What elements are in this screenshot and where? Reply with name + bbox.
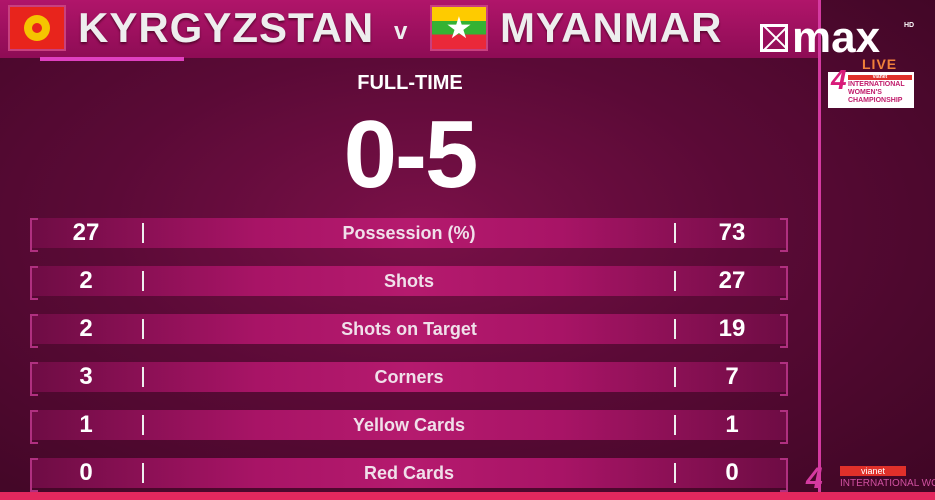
header-accent-line xyxy=(40,57,184,61)
separator xyxy=(142,415,144,435)
away-stat-value: 7 xyxy=(725,363,739,390)
stat-label: Red Cards xyxy=(363,462,455,483)
separator xyxy=(142,319,144,339)
final-score: 0-5 xyxy=(343,101,479,208)
separator xyxy=(674,463,676,483)
home-stat-value: 27 xyxy=(72,219,100,246)
away-stat-value: 1 xyxy=(725,411,739,438)
stat-label: Shots on Target xyxy=(341,318,477,339)
stat-row: 2 Shots on Target 19 xyxy=(30,314,788,348)
live-label: LIVE xyxy=(862,56,898,72)
stat-label: Possession (%) xyxy=(342,222,476,243)
away-team-name: MYANMAR xyxy=(500,4,723,51)
four-logo-icon: 4 xyxy=(831,64,847,95)
hd-label: HD xyxy=(904,22,915,29)
separator xyxy=(674,367,676,387)
away-stat-value: 19 xyxy=(718,315,746,342)
home-stat-value: 0 xyxy=(79,459,93,486)
home-team-name: KYRGYZSTAN xyxy=(78,4,375,51)
stat-label: Corners xyxy=(374,366,444,387)
myanmar-flag-icon: ★ xyxy=(430,5,488,51)
away-stat-value: 0 xyxy=(725,459,739,486)
separator xyxy=(674,223,676,243)
stat-label: Shots xyxy=(383,270,434,291)
separator xyxy=(142,271,144,291)
max-box-icon xyxy=(760,24,788,52)
stat-row: 27 Possession (%) 73 xyxy=(30,218,788,252)
bottom-bar xyxy=(0,492,935,500)
divider-line xyxy=(818,0,821,500)
max-logo: max xyxy=(760,16,880,60)
away-stat-value: 27 xyxy=(718,267,746,294)
match-status: FULL-TIME xyxy=(357,72,463,94)
kyrgyzstan-flag-icon xyxy=(8,5,66,51)
four-logo-icon: 4 xyxy=(806,462,823,495)
stat-row: 3 Corners 7 xyxy=(30,362,788,396)
home-stat-value: 3 xyxy=(79,363,93,390)
separator xyxy=(142,223,144,243)
separator xyxy=(674,271,676,291)
versus-label: v xyxy=(394,18,408,45)
stat-row: 0 Red Cards 0 xyxy=(30,458,788,492)
separator xyxy=(142,367,144,387)
stat-label: Yellow Cards xyxy=(352,414,466,435)
stat-row: 2 Shots 27 xyxy=(30,266,788,300)
scoreboard-header: KYRGYZSTAN v ★ MYANMAR xyxy=(0,0,820,58)
away-stat-value: 73 xyxy=(718,219,746,246)
separator xyxy=(674,319,676,339)
stat-row: 1 Yellow Cards 1 xyxy=(30,410,788,444)
separator xyxy=(674,415,676,435)
home-stat-value: 1 xyxy=(79,411,93,438)
home-stat-value: 2 xyxy=(79,267,93,294)
home-stat-value: 2 xyxy=(79,315,93,342)
championship-logo: 4 vianet INTERNATIONAL WOMEN'S CHAMPIONS… xyxy=(828,64,914,108)
separator xyxy=(142,463,144,483)
